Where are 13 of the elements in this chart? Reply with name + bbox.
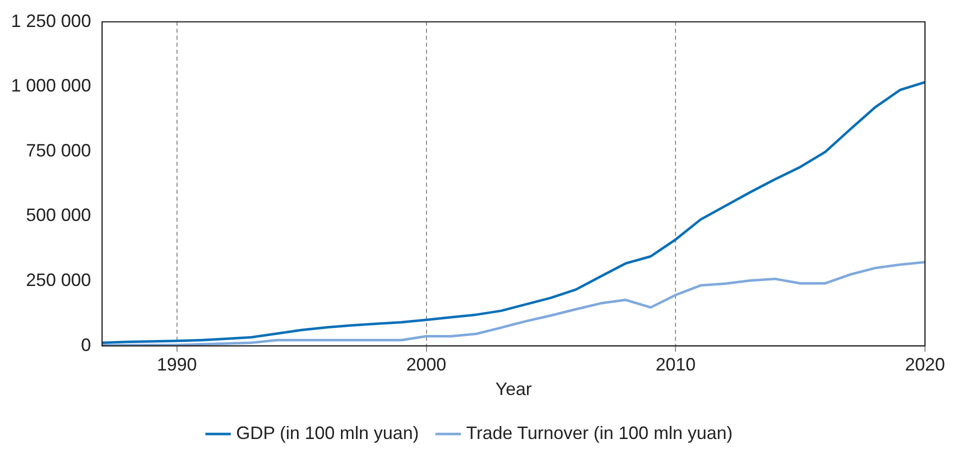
x-tick-label: 2000 xyxy=(406,354,446,375)
x-tick-label: 1990 xyxy=(156,354,197,375)
legend-label: GDP (in 100 mln yuan) xyxy=(236,422,419,443)
x-axis-title: Year xyxy=(495,379,532,400)
x-tick-label: 2010 xyxy=(656,354,696,375)
y-tick-label: 1 000 000 xyxy=(11,76,92,96)
y-tick-label: 0 xyxy=(81,334,92,355)
y-tick-label: 500 000 xyxy=(26,205,92,226)
legend-label: Trade Turnover (in 100 mln yuan) xyxy=(466,422,733,443)
y-tick-label: 750 000 xyxy=(26,140,92,160)
y-tick-label: 1 250 000 xyxy=(11,10,92,31)
y-tick-label: 250 000 xyxy=(26,270,92,290)
x-tick-label: 2020 xyxy=(904,354,945,375)
